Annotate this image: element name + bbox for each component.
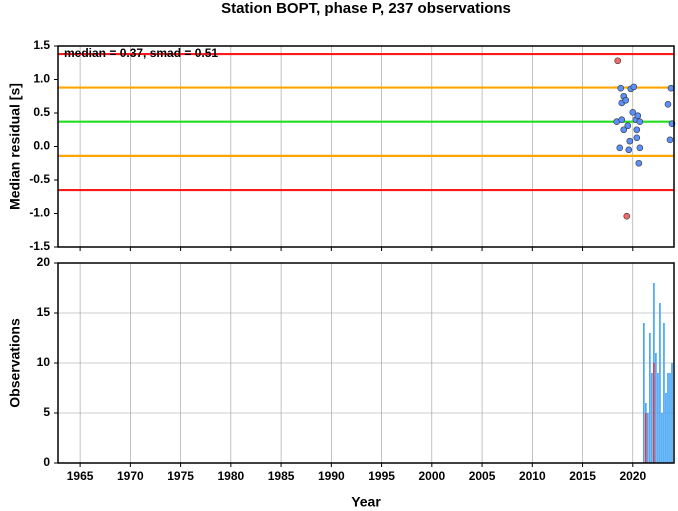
data-point: [626, 137, 634, 145]
y-tick-label: 20: [37, 255, 51, 269]
x-tick-label: 2005: [469, 469, 496, 483]
bar: [659, 303, 661, 463]
data-point: [620, 126, 628, 134]
bar: [667, 373, 669, 463]
data-point: [616, 144, 624, 152]
bar: [657, 373, 659, 463]
data-point: [633, 126, 641, 134]
bar: [651, 373, 653, 463]
chart-title: Station BOPT, phase P, 237 observations: [221, 0, 511, 17]
data-point: [625, 146, 633, 154]
data-point: [636, 144, 644, 152]
data-point: [664, 100, 672, 108]
bar: [655, 353, 657, 463]
bar: [665, 393, 667, 463]
data-point: [614, 57, 622, 65]
x-tick-label: 2020: [619, 469, 646, 483]
plot-frame: [57, 262, 675, 464]
plot-frame: [57, 45, 675, 248]
y-tick-label: -1.5: [29, 239, 50, 253]
data-point: [622, 96, 630, 104]
y-tick-label: 5: [43, 405, 50, 419]
bar: [653, 363, 655, 463]
bar: [669, 373, 671, 463]
data-point: [629, 109, 637, 116]
x-axis-label: Year: [351, 494, 381, 510]
bar: [643, 323, 645, 463]
y-tick-label: 1.5: [33, 38, 50, 52]
y-tick-label: 15: [37, 305, 51, 319]
x-tick-label: 2010: [519, 469, 546, 483]
x-tick-label: 1985: [268, 469, 295, 483]
y-tick-label: -1.0: [29, 206, 50, 220]
y-tick-label: 10: [37, 355, 51, 369]
data-point: [635, 159, 643, 167]
bar: [661, 413, 663, 463]
y-tick-label: 0: [43, 455, 50, 469]
annotation: median = 0.37, smad = 0.51: [64, 46, 218, 60]
data-point: [636, 118, 644, 126]
data-point: [618, 116, 626, 123]
bar: [647, 413, 649, 463]
bar: [645, 413, 647, 463]
x-tick-label: 2000: [418, 469, 445, 483]
x-tick-label: 1965: [67, 469, 94, 483]
y-axis-label: Observations: [7, 318, 23, 408]
y-tick-label: 0.0: [33, 139, 50, 153]
data-point: [634, 112, 642, 119]
bar: [663, 323, 665, 463]
y-axis-label: Median residual [s]: [7, 83, 23, 210]
x-tick-label: 1990: [318, 469, 345, 483]
data-point: [617, 84, 625, 92]
x-tick-label: 1995: [368, 469, 395, 483]
y-tick-label: 0.5: [33, 105, 50, 119]
data-point: [624, 122, 632, 130]
data-point: [623, 212, 631, 220]
x-tick-label: 1970: [117, 469, 144, 483]
data-point: [667, 84, 675, 92]
bar: [671, 363, 673, 463]
data-point: [630, 83, 638, 91]
y-tick-label: 1.0: [33, 72, 50, 86]
x-tick-label: 1975: [167, 469, 194, 483]
bar: [649, 333, 651, 463]
x-tick-label: 1980: [217, 469, 244, 483]
data-point: [633, 134, 641, 142]
y-tick-label: -0.5: [29, 172, 50, 186]
data-point: [666, 136, 674, 144]
x-tick-label: 2015: [569, 469, 596, 483]
